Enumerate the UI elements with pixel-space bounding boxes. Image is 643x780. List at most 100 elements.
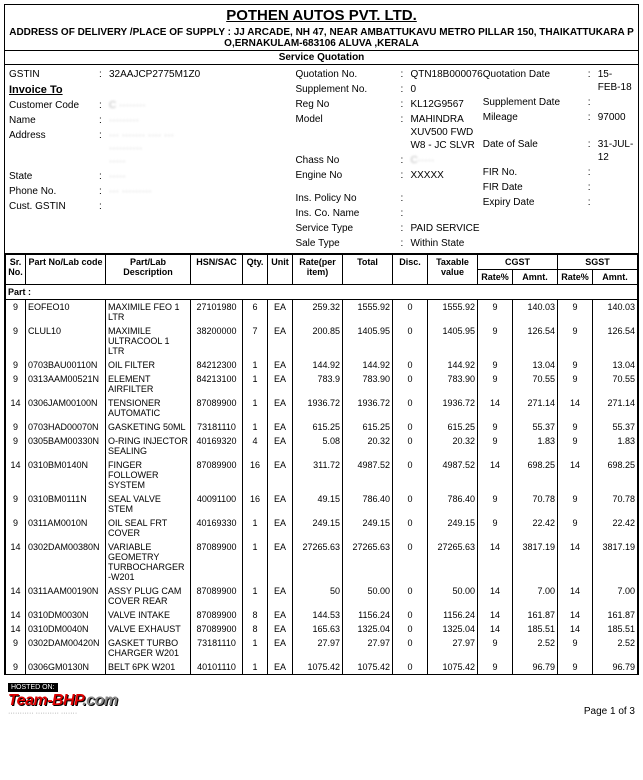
cell-rate: 50 [293,584,343,608]
table-row: 90306GM0130NBELT 6PK W201401011101EA1075… [6,660,638,674]
date-of-sale-label: Date of Sale [483,138,588,164]
cell-taxable: 20.32 [428,434,478,458]
cell-cgst-rate: 9 [478,420,513,434]
brand-name: Team-BHP [8,692,82,709]
cell-rate: 615.25 [293,420,343,434]
cell-total: 783.90 [343,372,393,396]
cell-cgst-rate: 9 [478,636,513,660]
table-row: 14 0302DAM00380NVARIABLE GEOMETRY TURBOCH… [6,540,638,584]
col-cgst-amt: Amnt. [513,270,558,285]
cell-sr: 14 [6,622,26,636]
col-desc: Part/Lab Description [106,255,191,285]
cell-desc: SEAL VALVE STEM [106,492,191,516]
cell-total: 27265.63 [343,540,393,584]
cell-sr: 9 [6,358,26,372]
cell-sgst-amt: 126.54 [593,324,638,358]
cell-qty: 1 [243,636,268,660]
cell-code: 0310DM0030N [26,608,106,622]
expiry-date-label: Expiry Date [483,196,588,209]
cell-sgst-rate: 9 [558,516,593,540]
table-row: 90305BAM00330NO-RING INJECTOR SEALING401… [6,434,638,458]
cell-hsn: 87089900 [191,540,243,584]
header-right: Quotation No.:QTN18B000076 Supplement No… [295,67,634,251]
cell-sgst-rate: 9 [558,420,593,434]
col-code: Part No/Lab code [26,255,106,285]
cell-cgst-rate: 14 [478,540,513,584]
page-footer: HOSTED ON: Team-BHP.com ··········· ····… [0,679,643,719]
cell-taxable: 615.25 [428,420,478,434]
service-type-value: PAID SERVICE [410,222,482,235]
cell-qty: 16 [243,458,268,492]
cell-unit: EA [268,660,293,674]
cell-sgst-amt: 70.55 [593,372,638,396]
cell-code: EOFEO10 [26,300,106,325]
cell-sgst-amt: 161.87 [593,608,638,622]
part-section-header: Part : [6,285,638,300]
phone-value: ··· ········· [109,185,295,198]
mileage-value: 97000 [598,111,634,124]
cell-code: 0703BAU00110N [26,358,106,372]
cell-cgst-amt: 22.42 [513,516,558,540]
cell-hsn: 73181110 [191,420,243,434]
cell-cgst-amt: 1.83 [513,434,558,458]
cell-code: 0306JAM00100N [26,396,106,420]
table-row: 140311AAM00190NASSY PLUG CAM COVER REAR8… [6,584,638,608]
cell-unit: EA [268,608,293,622]
cell-desc: VARIABLE GEOMETRY TURBOCHARGER -W201 [106,540,191,584]
items-table: Sr. No. Part No/Lab code Part/Lab Descri… [5,254,638,674]
cust-gstin-label: Cust. GSTIN [9,200,99,213]
section-title: Service Quotation [5,51,638,65]
cell-disc: 0 [393,492,428,516]
engine-no-label: Engine No [295,169,400,182]
chass-no-value: C····· [410,154,482,167]
cell-hsn: 87089900 [191,608,243,622]
cell-code: 0305BAM00330N [26,434,106,458]
cell-disc: 0 [393,434,428,458]
cell-code: 0311AAM00190N [26,584,106,608]
cell-unit: EA [268,458,293,492]
cell-sgst-rate: 9 [558,372,593,396]
cell-cgst-amt: 55.37 [513,420,558,434]
cell-sgst-amt: 185.51 [593,622,638,636]
cell-qty: 1 [243,358,268,372]
cell-desc: FINGER FOLLOWER SYSTEM [106,458,191,492]
table-row: 9CLUL10MAXIMILE ULTRACOOL 1 LTR382000007… [6,324,638,358]
cell-code: 0302DAM00380N [26,540,106,584]
cell-hsn: 40091100 [191,492,243,516]
table-row: 90703HAD00070NGASKETING 50ML731811101EA6… [6,420,638,434]
header-info: GSTIN:32AAJCP2775M1Z0 Invoice To Custome… [5,65,638,254]
cell-hsn: 87089900 [191,458,243,492]
address-value: ··· ······· ···· ··· ·········· ····· [109,129,295,168]
cell-taxable: 1325.04 [428,622,478,636]
cell-sgst-rate: 9 [558,492,593,516]
engine-no-value: XXXXX [410,169,482,182]
table-row: 90310BM0111NSEAL VALVE STEM4009110016EA4… [6,492,638,516]
cell-hsn: 27101980 [191,300,243,325]
cell-total: 27.97 [343,636,393,660]
cell-qty: 1 [243,372,268,396]
reg-no-value: KL12G9567 [410,98,482,111]
cell-cgst-rate: 9 [478,300,513,325]
cell-cgst-rate: 14 [478,608,513,622]
cell-total: 615.25 [343,420,393,434]
cell-total: 50.00 [343,584,393,608]
address-label: Address [9,129,99,168]
quotation-date-label: Quotation Date [483,68,588,94]
cell-desc: ELEMENT AIRFILTER [106,372,191,396]
cell-cgst-rate: 14 [478,396,513,420]
cell-taxable: 4987.52 [428,458,478,492]
phone-label: Phone No. [9,185,99,198]
cell-desc: VALVE INTAKE [106,608,191,622]
cell-cgst-amt: 161.87 [513,608,558,622]
col-cgst: CGST [478,255,558,270]
cell-taxable: 1936.72 [428,396,478,420]
cell-sr: 9 [6,516,26,540]
cell-taxable: 786.40 [428,492,478,516]
cell-sr: 9 [6,434,26,458]
cell-disc: 0 [393,420,428,434]
col-sgst: SGST [558,255,638,270]
table-body: Part : 9EOFEO10MAXIMILE FEO 1 LTR2710198… [6,285,638,675]
cell-sgst-rate: 14 [558,622,593,636]
cell-code: 0310BM0111N [26,492,106,516]
cell-cgst-amt: 271.14 [513,396,558,420]
